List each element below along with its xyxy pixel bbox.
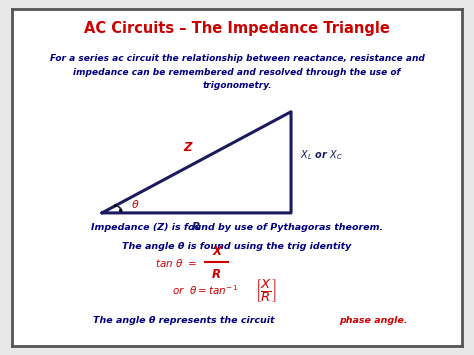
Text: $or\ \ \theta = tan^{-1}$: $or\ \ \theta = tan^{-1}$ — [172, 284, 237, 297]
Text: R: R — [192, 222, 201, 233]
Text: Z: Z — [183, 141, 191, 154]
Text: $\left[\dfrac{X}{R}\right]$: $\left[\dfrac{X}{R}\right]$ — [255, 277, 277, 304]
Text: For a series ac circuit the relationship between reactance, resistance and: For a series ac circuit the relationship… — [50, 54, 424, 64]
Text: impedance can be remembered and resolved through the use of: impedance can be remembered and resolved… — [73, 68, 401, 77]
Text: AC Circuits – The Impedance Triangle: AC Circuits – The Impedance Triangle — [84, 21, 390, 36]
Text: The angle θ is found using the trig identity: The angle θ is found using the trig iden… — [122, 241, 352, 251]
Text: phase angle.: phase angle. — [339, 316, 407, 325]
Text: R: R — [212, 268, 221, 281]
Text: The angle θ represents the circuit: The angle θ represents the circuit — [93, 316, 278, 325]
Text: $\theta$: $\theta$ — [131, 197, 140, 209]
Text: Impedance (Z) is found by use of Pythagoras theorem.: Impedance (Z) is found by use of Pythago… — [91, 223, 383, 232]
Text: $X_L$ or $X_C$: $X_L$ or $X_C$ — [300, 149, 343, 163]
Text: X: X — [212, 245, 221, 258]
Text: $tan\ \theta\ =$: $tan\ \theta\ =$ — [155, 257, 196, 269]
Text: trigonometry.: trigonometry. — [202, 81, 272, 91]
